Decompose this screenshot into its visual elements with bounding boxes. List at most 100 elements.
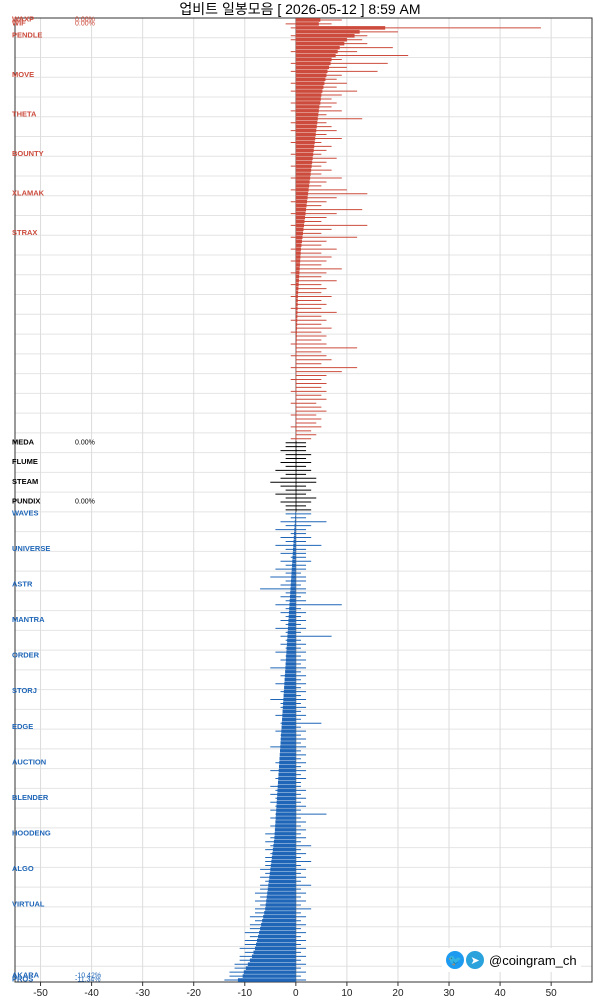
- bar: [295, 243, 302, 247]
- bar: [295, 460, 297, 465]
- bar: [279, 757, 296, 761]
- plot-frame: [14, 17, 593, 983]
- bar: [295, 271, 300, 275]
- bar: [266, 895, 296, 899]
- bar: [269, 871, 296, 876]
- bar: [281, 729, 296, 733]
- bar: [295, 405, 297, 409]
- bar: [295, 164, 312, 168]
- bar: [266, 899, 296, 903]
- bar: [237, 978, 296, 982]
- bar: [295, 354, 297, 358]
- bar: [283, 689, 296, 694]
- bar: [295, 496, 297, 500]
- x-tick-label: -10: [238, 988, 253, 999]
- bar: [295, 278, 299, 283]
- bar: [295, 397, 297, 402]
- bar: [295, 235, 303, 240]
- bar: [287, 638, 296, 643]
- range-lines: [224, 19, 541, 981]
- bar: [295, 180, 310, 184]
- bar: [294, 523, 296, 528]
- bar: [283, 693, 296, 698]
- bar: [291, 575, 296, 579]
- bar: [295, 45, 340, 50]
- bar: [295, 381, 297, 386]
- pct-label: 0.00%: [75, 439, 95, 446]
- bar: [287, 630, 296, 635]
- brand-handle: @coingram_ch: [489, 952, 577, 968]
- bar: [295, 306, 298, 311]
- bar: [295, 433, 297, 437]
- x-tick-label: -40: [84, 988, 99, 999]
- bar: [295, 81, 325, 85]
- bar: [295, 516, 296, 520]
- bar: [288, 622, 296, 627]
- bar: [292, 563, 296, 567]
- bar: [295, 417, 297, 421]
- bar: [295, 338, 297, 342]
- bar: [274, 836, 296, 840]
- bar: [289, 606, 296, 611]
- coin-label: PROS: [12, 975, 33, 984]
- coin-label: THETA: [12, 109, 37, 118]
- coin-label: ORDER: [12, 651, 40, 660]
- bar: [282, 709, 296, 714]
- pct-label: -10.42%: [75, 973, 101, 980]
- telegram-icon[interactable]: ➤: [466, 951, 484, 969]
- coin-label: VIRTUAL: [12, 900, 45, 909]
- gridlines: [14, 17, 593, 983]
- bar: [271, 859, 296, 864]
- bar: [295, 120, 318, 125]
- bar: [291, 571, 296, 575]
- bar: [295, 393, 297, 398]
- bar: [295, 223, 305, 228]
- coin-label: STORJ: [12, 686, 37, 695]
- bar: [268, 883, 296, 887]
- bar: [295, 298, 298, 303]
- bar: [295, 389, 297, 394]
- bar: [295, 113, 319, 117]
- bar: [295, 41, 345, 46]
- bar: [295, 30, 360, 34]
- bar: [276, 804, 296, 808]
- bar: [275, 812, 296, 816]
- bar: [295, 476, 297, 481]
- coin-label: XLAMAK: [12, 188, 45, 197]
- bar: [243, 970, 296, 974]
- bar: [260, 926, 296, 931]
- x-tick-label: 40: [495, 988, 507, 999]
- bar: [268, 879, 296, 884]
- bar: [295, 342, 297, 346]
- bar: [295, 176, 311, 180]
- bar: [282, 713, 296, 718]
- bar: [289, 598, 296, 603]
- bar: [242, 974, 296, 978]
- bar: [290, 579, 296, 583]
- bar: [253, 950, 296, 955]
- bar: [295, 152, 314, 157]
- pct-label: -11.34%: [75, 977, 101, 984]
- bar: [291, 567, 296, 571]
- bar: [279, 760, 296, 765]
- bar: [295, 168, 312, 172]
- pct-label: 0.00%: [75, 499, 95, 506]
- bar: [293, 543, 296, 548]
- bar: [283, 701, 296, 706]
- bar: [295, 413, 297, 417]
- bar: [295, 22, 319, 26]
- bar: [272, 851, 296, 856]
- x-tick-label: -50: [33, 988, 48, 999]
- bar: [295, 26, 386, 30]
- bar: [285, 670, 296, 674]
- bar: [275, 824, 296, 828]
- bar: [281, 733, 296, 737]
- twitter-icon[interactable]: 🐦: [446, 951, 464, 969]
- bar: [282, 717, 296, 722]
- bar: [295, 373, 297, 378]
- bar: [295, 512, 296, 516]
- bar: [295, 93, 322, 97]
- bar: [295, 172, 311, 176]
- bar: [295, 488, 297, 492]
- coin-label: AUCTION: [12, 757, 46, 766]
